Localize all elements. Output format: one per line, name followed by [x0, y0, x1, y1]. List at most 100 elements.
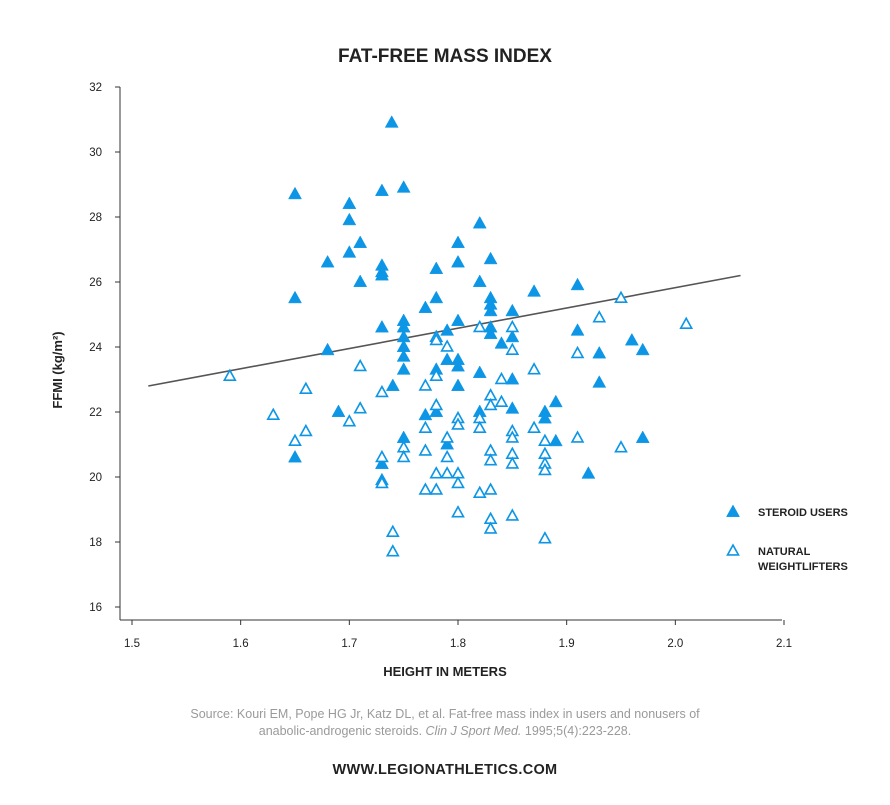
natural-weightlifter-point — [429, 332, 444, 346]
x-tick-label: 1.6 — [233, 638, 249, 650]
x-tick-label: 2.0 — [667, 638, 683, 650]
steroid-user-point — [342, 212, 357, 226]
natural-weightlifter-point — [505, 342, 520, 356]
steroid-user-point — [483, 251, 498, 265]
steroid-user-point — [505, 329, 520, 343]
steroid-user-point — [429, 404, 444, 417]
steroid-user-point — [288, 186, 302, 200]
filled-triangle-icon — [726, 504, 740, 517]
natural-weightlifter-point — [538, 433, 552, 447]
steroid-user-point — [483, 303, 498, 317]
natural-weightlifter-point — [538, 462, 552, 476]
steroid-user-point — [375, 456, 389, 469]
natural-weightlifter-point — [505, 508, 520, 521]
natural-weightlifter-point — [472, 420, 487, 434]
steroid-user-point — [624, 332, 639, 346]
natural-weightlifter-point — [472, 485, 487, 499]
steroid-user-point — [451, 378, 465, 391]
steroid-user-point — [451, 254, 465, 268]
natural-weightlifter-point — [266, 407, 281, 421]
natural-weightlifter-point — [527, 362, 541, 375]
source-line-1: Source: Kouri EM, Pope HG Jr, Katz DL, e… — [190, 707, 700, 721]
series-natural-weightlifters — [222, 290, 694, 557]
natural-weightlifter-point — [418, 378, 433, 391]
y-tick-label: 22 — [89, 407, 102, 419]
y-tick-label: 30 — [89, 147, 102, 159]
x-tick-label: 1.9 — [559, 638, 575, 650]
natural-weightlifter-point — [429, 466, 444, 479]
steroid-user-point — [331, 404, 346, 417]
x-tick-label: 1.5 — [124, 638, 140, 650]
steroid-user-point — [538, 410, 552, 424]
legend-label: STEROID USERS — [758, 507, 848, 519]
x-tick-label: 2.1 — [776, 638, 792, 650]
steroid-user-point — [375, 319, 389, 333]
natural-weightlifter-point — [679, 316, 694, 330]
x-tick-label: 1.8 — [450, 638, 466, 650]
steroid-user-point — [353, 274, 368, 287]
steroid-user-point — [472, 365, 487, 378]
steroid-user-point — [472, 274, 487, 287]
y-tick-label: 32 — [89, 82, 102, 94]
legend-label: NATURAL — [758, 546, 811, 558]
y-tick-label: 28 — [89, 212, 102, 224]
steroid-user-point — [418, 407, 433, 421]
steroid-user-point — [429, 290, 444, 304]
steroid-user-point — [384, 115, 399, 128]
y-tick-label: 18 — [89, 537, 102, 549]
steroid-user-point — [494, 336, 509, 349]
steroid-user-point — [375, 183, 389, 196]
y-tick-label: 24 — [89, 342, 102, 354]
steroid-user-point — [505, 401, 520, 414]
natural-weightlifter-point — [440, 339, 454, 352]
steroid-user-point — [505, 303, 520, 317]
natural-weightlifter-point — [222, 368, 237, 382]
source-line-2: anabolic-androgenic steroids. — [258, 724, 423, 738]
natural-weightlifter-point — [299, 381, 313, 395]
steroid-user-point — [592, 345, 607, 359]
steroid-user-point — [483, 326, 498, 339]
y-tick-label: 26 — [89, 277, 102, 289]
steroid-user-point — [527, 284, 541, 297]
natural-weightlifter-point — [505, 456, 520, 469]
natural-weightlifter-point — [429, 482, 444, 495]
natural-weightlifter-point — [440, 449, 454, 463]
natural-weightlifter-point — [396, 449, 411, 463]
series-steroid-users — [288, 115, 650, 486]
natural-weightlifter-point — [385, 524, 400, 538]
steroid-user-point — [505, 371, 520, 385]
steroid-user-point — [429, 261, 444, 274]
steroid-user-point — [385, 378, 400, 391]
axes: 16 18 20 22 24 26 28 30 32 1.5 1.6 1.7 1.8 1.9 2.0 2.1 — [89, 82, 792, 650]
website-url: WWW.LEGIONATHLETICS.COM — [332, 762, 558, 778]
natural-weightlifter-point — [353, 401, 368, 414]
steroid-user-point — [396, 362, 411, 375]
natural-weightlifter-point — [440, 430, 454, 443]
steroid-user-point — [570, 323, 585, 336]
steroid-user-point — [342, 196, 357, 209]
chart-title: FAT-FREE MASS INDEX — [338, 46, 552, 67]
x-tick-label: 1.7 — [341, 638, 357, 650]
data-points — [222, 115, 694, 557]
legend-label: WEIGHTLIFTERS — [758, 561, 848, 573]
steroid-user-point — [353, 235, 368, 248]
natural-weightlifter-point — [342, 414, 357, 427]
natural-weightlifter-point — [451, 417, 465, 430]
steroid-user-point — [375, 267, 389, 281]
natural-weightlifter-point — [570, 430, 585, 443]
y-tick-label: 20 — [89, 472, 102, 484]
steroid-user-point — [418, 300, 433, 313]
natural-weightlifter-point — [483, 482, 498, 495]
natural-weightlifter-point — [375, 384, 389, 398]
steroid-user-point — [635, 342, 650, 356]
natural-weightlifter-point — [483, 397, 498, 411]
x-axis-label: HEIGHT IN METERS — [383, 664, 507, 679]
steroid-user-point — [288, 290, 302, 304]
steroid-user-point — [440, 323, 455, 336]
steroid-user-point — [472, 215, 487, 229]
natural-weightlifter-point — [429, 368, 444, 382]
steroid-user-point — [342, 245, 357, 258]
y-tick-label: 16 — [89, 602, 102, 614]
steroid-user-point — [592, 375, 607, 388]
natural-weightlifter-point — [418, 443, 433, 456]
